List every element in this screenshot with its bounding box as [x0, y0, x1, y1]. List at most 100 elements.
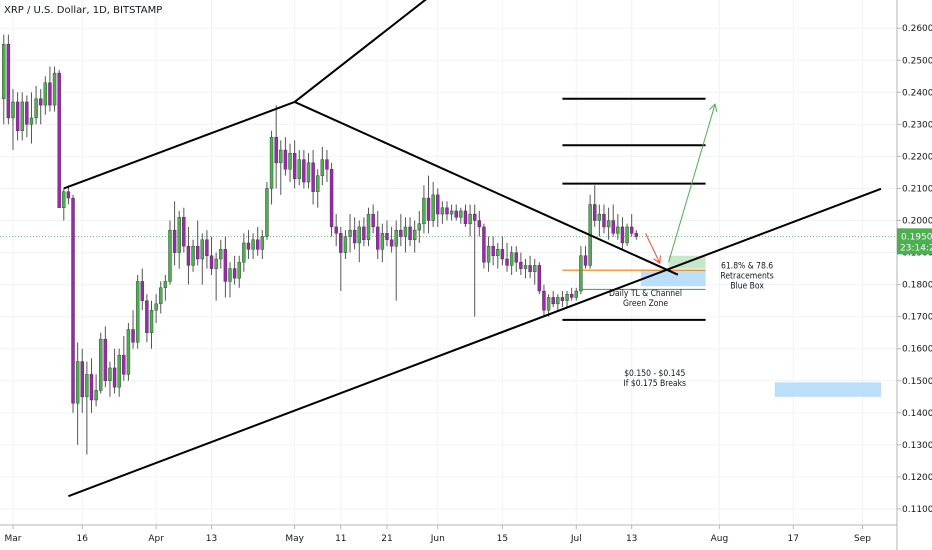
candle[interactable]	[454, 204, 458, 221]
candle[interactable]	[357, 220, 361, 263]
candle[interactable]	[29, 92, 34, 144]
candle[interactable]	[117, 348, 121, 397]
candle[interactable]	[431, 182, 435, 227]
candle[interactable]	[279, 140, 283, 195]
candle[interactable]	[528, 255, 532, 279]
candle[interactable]	[311, 150, 315, 205]
candle[interactable]	[292, 140, 297, 189]
candle[interactable]	[556, 294, 560, 311]
candle[interactable]	[505, 242, 509, 272]
candle[interactable]	[99, 332, 103, 394]
candle[interactable]	[463, 204, 468, 227]
candle[interactable]	[440, 201, 445, 224]
candle[interactable]	[320, 146, 325, 186]
candle[interactable]	[297, 150, 301, 186]
candle[interactable]	[509, 246, 514, 275]
candle[interactable]	[126, 323, 131, 381]
candle[interactable]	[634, 230, 638, 240]
candle[interactable]	[606, 207, 611, 240]
target-box-zone[interactable]	[774, 382, 881, 397]
candle[interactable]	[62, 188, 66, 221]
candle[interactable]	[71, 194, 75, 413]
candle[interactable]	[265, 182, 269, 240]
candle[interactable]	[412, 220, 417, 253]
candle[interactable]	[482, 223, 486, 269]
candle[interactable]	[496, 242, 500, 269]
candle[interactable]	[459, 207, 463, 224]
candle[interactable]	[149, 300, 154, 349]
candle[interactable]	[52, 66, 57, 112]
candle[interactable]	[491, 236, 495, 266]
candle[interactable]	[629, 214, 634, 237]
candle[interactable]	[473, 204, 477, 317]
candle[interactable]	[195, 220, 200, 266]
candle[interactable]	[57, 69, 61, 208]
candle[interactable]	[39, 89, 43, 125]
price-axis-background[interactable]	[897, 0, 932, 550]
candle[interactable]	[514, 246, 518, 272]
candle[interactable]	[339, 226, 343, 292]
candle[interactable]	[131, 310, 135, 349]
candle[interactable]	[583, 246, 588, 269]
candle[interactable]	[145, 294, 149, 343]
candle[interactable]	[362, 217, 366, 247]
candle[interactable]	[274, 105, 278, 189]
candle[interactable]	[389, 226, 394, 253]
candle[interactable]	[159, 281, 163, 314]
candle[interactable]	[593, 185, 597, 227]
candle[interactable]	[551, 291, 555, 308]
candle[interactable]	[89, 358, 94, 413]
candle[interactable]	[34, 85, 38, 125]
candle[interactable]	[269, 130, 274, 205]
candle[interactable]	[172, 201, 177, 266]
candle[interactable]	[191, 239, 195, 272]
candle[interactable]	[260, 230, 265, 259]
candle[interactable]	[85, 361, 89, 455]
candle[interactable]	[80, 348, 84, 413]
candle[interactable]	[140, 268, 144, 311]
candle[interactable]	[376, 210, 380, 259]
candle[interactable]	[486, 236, 491, 272]
candle[interactable]	[135, 275, 140, 349]
candle[interactable]	[343, 230, 348, 259]
candle[interactable]	[205, 230, 209, 269]
candle[interactable]	[122, 335, 126, 381]
candle[interactable]	[449, 204, 454, 221]
candle[interactable]	[182, 207, 186, 253]
candle[interactable]	[214, 252, 218, 301]
candle[interactable]	[288, 143, 292, 183]
candle[interactable]	[66, 185, 71, 205]
candle[interactable]	[366, 207, 371, 247]
candle[interactable]	[43, 76, 48, 115]
candle[interactable]	[6, 34, 11, 125]
candle[interactable]	[399, 214, 403, 247]
candle[interactable]	[94, 374, 98, 407]
candle[interactable]	[108, 361, 112, 397]
candle[interactable]	[542, 284, 546, 317]
candle[interactable]	[597, 204, 602, 237]
candle[interactable]	[579, 246, 583, 295]
candle[interactable]	[417, 210, 421, 243]
candle[interactable]	[422, 185, 426, 234]
candle[interactable]	[75, 342, 80, 445]
candle[interactable]	[445, 201, 449, 221]
trend-line[interactable]	[63, 100, 295, 190]
candle[interactable]	[477, 210, 482, 237]
candle[interactable]	[48, 66, 52, 112]
candle[interactable]	[20, 92, 24, 141]
candle[interactable]	[574, 287, 578, 301]
candle[interactable]	[15, 92, 20, 141]
candle[interactable]	[112, 348, 117, 394]
candle[interactable]	[302, 150, 306, 189]
candle[interactable]	[283, 137, 288, 176]
candle[interactable]	[546, 294, 551, 317]
candle[interactable]	[25, 95, 29, 138]
candle[interactable]	[394, 220, 398, 301]
candle[interactable]	[468, 204, 472, 237]
candle[interactable]	[163, 275, 168, 301]
candle[interactable]	[611, 204, 615, 237]
